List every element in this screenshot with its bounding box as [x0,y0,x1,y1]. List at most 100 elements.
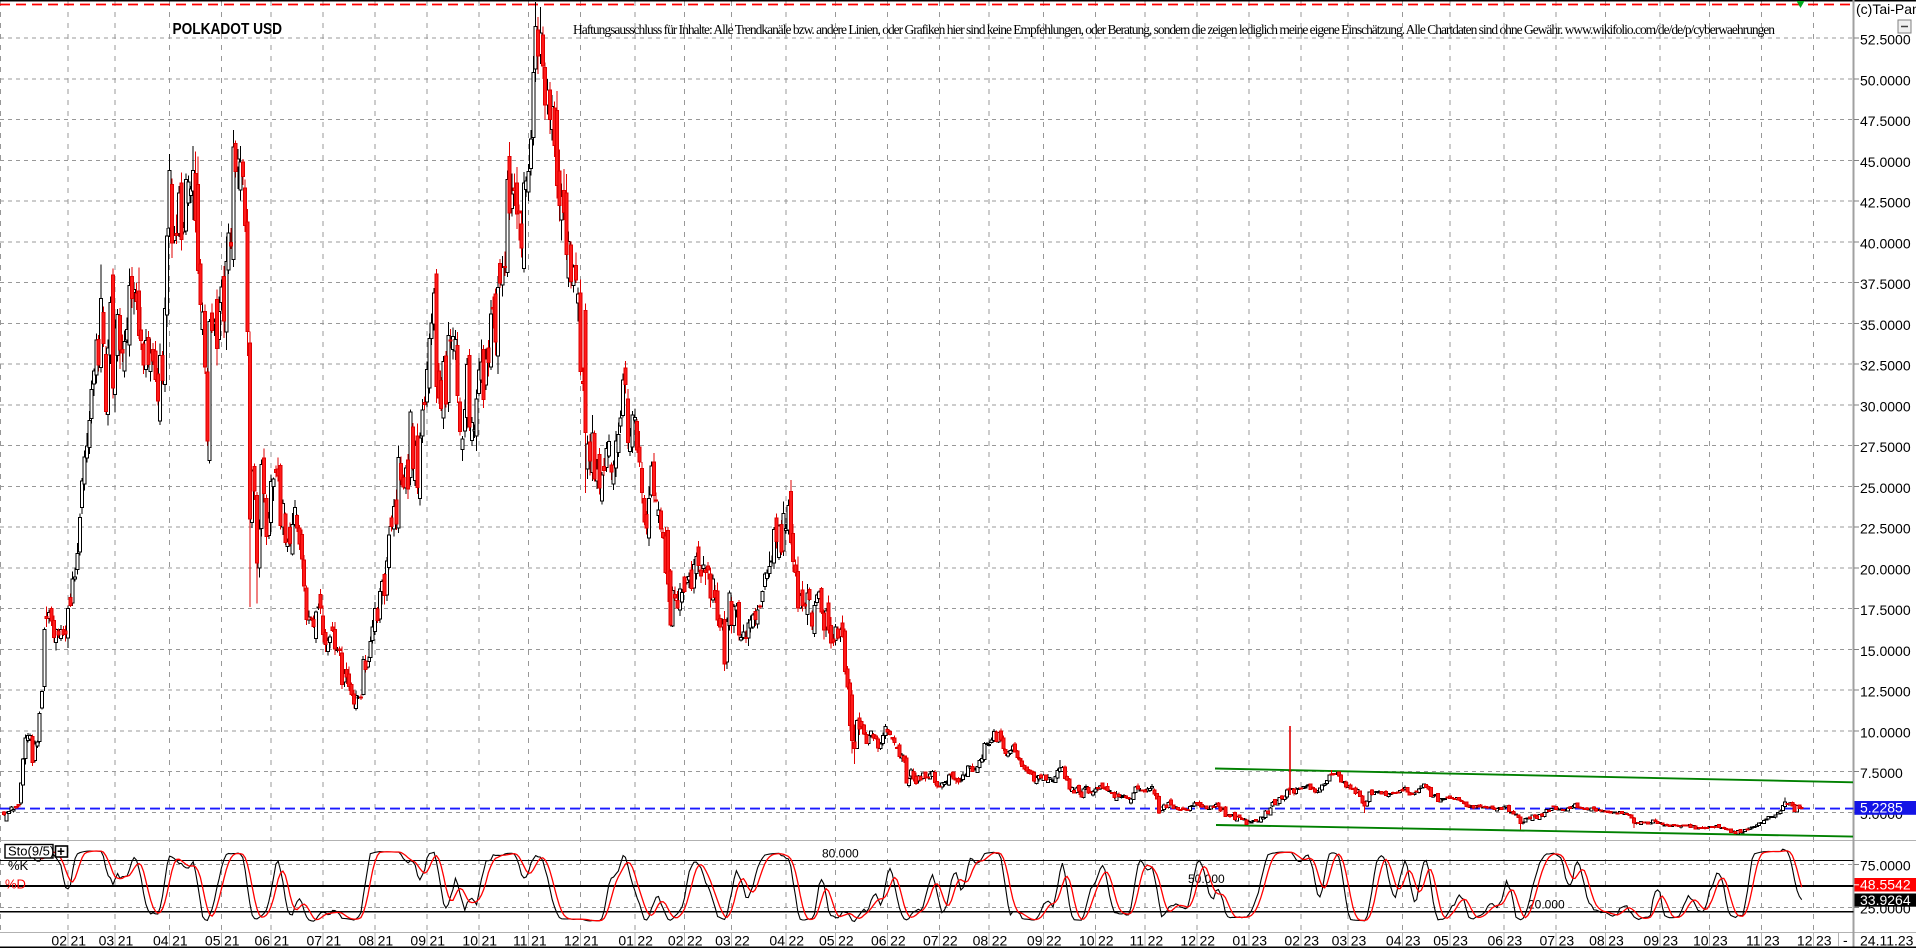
svg-text:21: 21 [583,933,599,948]
svg-text:04: 04 [1386,933,1402,948]
svg-text:22: 22 [1148,933,1164,948]
svg-text:03: 03 [715,933,731,948]
svg-text:04: 04 [153,933,169,948]
svg-text:21: 21 [378,933,394,948]
svg-text:Haftungsausschluss für Inhalte: Haftungsausschluss für Inhalte: Alle Tre… [573,22,1775,37]
svg-text:08: 08 [973,933,989,948]
svg-text:80.000: 80.000 [822,847,859,861]
svg-text:22: 22 [637,933,653,948]
svg-text:09: 09 [1643,933,1659,948]
svg-text:22: 22 [942,933,958,948]
svg-text:17.5000: 17.5000 [1860,602,1911,618]
svg-text:%D: %D [5,877,26,892]
svg-text:23: 23 [1405,933,1421,948]
svg-text:22: 22 [992,933,1008,948]
svg-text:10.0000: 10.0000 [1860,724,1911,740]
svg-text:23: 23 [1608,933,1624,948]
svg-text:23: 23 [1452,933,1468,948]
svg-text:20.0000: 20.0000 [1860,561,1911,577]
svg-text:5.2285: 5.2285 [1860,800,1903,816]
svg-text:10: 10 [1079,933,1095,948]
svg-text:-: - [1843,932,1848,948]
svg-text:02: 02 [51,933,67,948]
svg-text:22: 22 [687,933,703,948]
svg-text:08: 08 [359,933,375,948]
svg-text:12: 12 [1797,933,1813,948]
svg-text:33.9264: 33.9264 [1860,892,1911,908]
svg-text:12: 12 [564,933,580,948]
svg-text:23: 23 [1663,933,1679,948]
svg-text:POLKADOT USD: POLKADOT USD [173,21,283,38]
svg-text:Sto(9/5): Sto(9/5) [8,844,54,859]
svg-text:22: 22 [734,933,750,948]
svg-text:20.000: 20.000 [1528,898,1565,912]
svg-text:27.5000: 27.5000 [1860,439,1911,455]
svg-text:21: 21 [430,933,446,948]
svg-text:45.0000: 45.0000 [1860,154,1911,170]
svg-text:08: 08 [1589,933,1605,948]
svg-text:75.0000: 75.0000 [1860,858,1911,874]
svg-text:(c)Tai-Pan: (c)Tai-Pan [1856,1,1916,17]
svg-text:05: 05 [1433,933,1449,948]
svg-text:21: 21 [274,933,290,948]
svg-text:04: 04 [769,933,785,948]
svg-text:23: 23 [1351,933,1367,948]
svg-text:47.5000: 47.5000 [1860,113,1911,129]
svg-text:21: 21 [326,933,342,948]
svg-text:05: 05 [819,933,835,948]
svg-text:06: 06 [255,933,271,948]
svg-text:01: 01 [1232,933,1248,948]
svg-text:50.0000: 50.0000 [1860,72,1911,88]
svg-text:21: 21 [482,933,498,948]
svg-text:23: 23 [1816,933,1832,948]
svg-text:23: 23 [1764,933,1780,948]
svg-text:32.5000: 32.5000 [1860,358,1911,374]
svg-text:7.5000: 7.5000 [1860,765,1903,781]
svg-text:%K: %K [8,858,29,873]
svg-text:22: 22 [1098,933,1114,948]
svg-text:15.0000: 15.0000 [1860,643,1911,659]
svg-text:23: 23 [1559,933,1575,948]
svg-text:30.0000: 30.0000 [1860,398,1911,414]
svg-text:22.5000: 22.5000 [1860,521,1911,537]
svg-text:23: 23 [1507,933,1523,948]
svg-text:07: 07 [307,933,323,948]
svg-text:22: 22 [890,933,906,948]
svg-text:22: 22 [789,933,805,948]
svg-text:25.0000: 25.0000 [1860,480,1911,496]
svg-text:37.5000: 37.5000 [1860,276,1911,292]
svg-text:09: 09 [1027,933,1043,948]
svg-text:23: 23 [1712,933,1728,948]
svg-text:24.11.23: 24.11.23 [1860,933,1914,948]
svg-text:12.5000: 12.5000 [1860,684,1911,700]
svg-text:01: 01 [618,933,634,948]
svg-text:03: 03 [99,933,115,948]
svg-text:22: 22 [1046,933,1062,948]
svg-text:11: 11 [513,933,528,948]
svg-text:21: 21 [71,933,87,948]
svg-text:12: 12 [1180,933,1196,948]
svg-text:22: 22 [838,933,854,948]
svg-text:07: 07 [1540,933,1556,948]
svg-text:02: 02 [668,933,684,948]
svg-text:06: 06 [871,933,887,948]
svg-text:23: 23 [1252,933,1268,948]
svg-text:09: 09 [410,933,426,948]
svg-text:10: 10 [462,933,478,948]
svg-text:+: + [57,844,65,859]
svg-text:52.5000: 52.5000 [1860,32,1911,48]
svg-text:02: 02 [1284,933,1300,948]
svg-text:21: 21 [531,933,547,948]
svg-text:10: 10 [1693,933,1709,948]
svg-text:23: 23 [1304,933,1320,948]
svg-text:07: 07 [923,933,939,948]
svg-text:40.0000: 40.0000 [1860,235,1911,251]
svg-text:03: 03 [1332,933,1348,948]
svg-text:22: 22 [1200,933,1216,948]
svg-text:05: 05 [205,933,221,948]
svg-text:35.0000: 35.0000 [1860,317,1911,333]
svg-text:21: 21 [172,933,188,948]
svg-text:11: 11 [1130,933,1145,948]
svg-text:21: 21 [118,933,134,948]
svg-text:42.5000: 42.5000 [1860,195,1911,211]
